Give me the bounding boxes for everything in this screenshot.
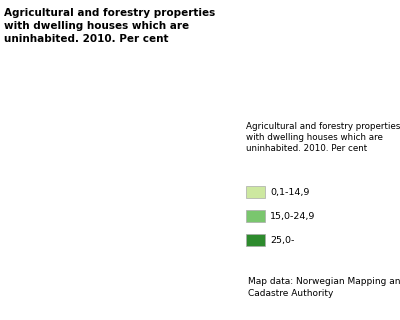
Text: Agricultural and forestry properties
with dwelling houses which are
uninhabited.: Agricultural and forestry properties wit… [246, 122, 400, 153]
Text: 0,1-14,9: 0,1-14,9 [270, 188, 309, 196]
Text: Map data: Norwegian Mapping and
Cadastre Authority: Map data: Norwegian Mapping and Cadastre… [248, 277, 400, 298]
Text: 25,0-: 25,0- [270, 236, 294, 244]
Text: Agricultural and forestry properties
with dwelling houses which are
uninhabited.: Agricultural and forestry properties wit… [4, 8, 215, 44]
Text: 15,0-24,9: 15,0-24,9 [270, 212, 315, 220]
